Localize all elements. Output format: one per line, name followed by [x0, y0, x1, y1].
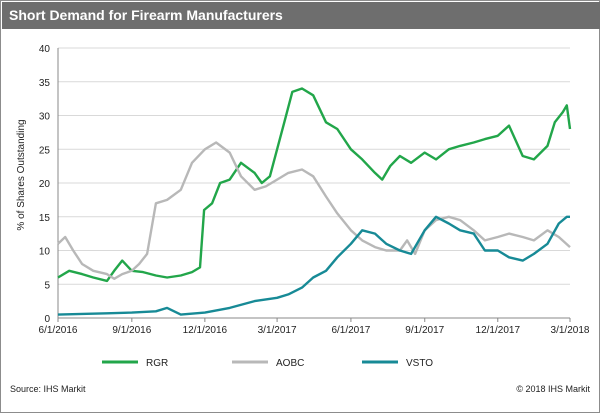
- legend-label-rgr: RGR: [146, 358, 168, 369]
- legend-label-aobc: AOBC: [276, 358, 304, 369]
- y-tick-label: 30: [39, 112, 51, 123]
- x-tick-label: 3/1/2017: [258, 325, 297, 336]
- x-tick-label: 12/1/2016: [183, 325, 228, 336]
- y-tick-label: 15: [39, 213, 51, 224]
- x-tick-label: 9/1/2016: [112, 325, 151, 336]
- y-tick-label: 40: [39, 44, 51, 55]
- x-tick-label: 9/1/2017: [405, 325, 444, 336]
- legend: RGR AOBC VSTO: [102, 358, 433, 369]
- y-tick-label: 10: [39, 247, 51, 258]
- y-tick-label: 35: [39, 78, 51, 89]
- y-tick-label: 20: [39, 179, 51, 190]
- series-line-aobc: [57, 141, 571, 280]
- source-note: Source: IHS Markit: [10, 384, 86, 394]
- y-axis-label: % of Shares Outstanding: [16, 119, 27, 230]
- x-tick-label: 12/1/2017: [476, 325, 521, 336]
- copyright-note: © 2018 IHS Markit: [516, 384, 590, 394]
- x-tick-label: 6/1/2017: [331, 325, 370, 336]
- x-tick-label: 6/1/2016: [39, 325, 78, 336]
- y-tick-label: 25: [39, 145, 51, 156]
- y-tick-label: 0: [44, 314, 50, 325]
- series-lines: [57, 87, 572, 316]
- series-line-rgr: [57, 87, 572, 283]
- series-line-vsto: [57, 215, 570, 316]
- x-tick-label: 3/1/2018: [551, 325, 590, 336]
- chart-title: Short Demand for Firearm Manufacturers: [2, 2, 600, 29]
- axes: 0 5 10 15 20 25 30 35 40 6/1/2016 9/1/2016 12/1/201…: [39, 44, 590, 336]
- line-chart: 0 5 10 15 20 25 30 35 40 6/1/2016 9/1/2016 12/1/201…: [16, 44, 590, 369]
- y-tick-label: 5: [44, 280, 50, 291]
- legend-label-vsto: VSTO: [406, 358, 433, 369]
